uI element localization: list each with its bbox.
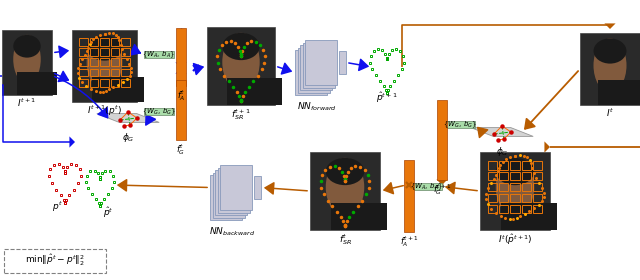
Text: $I^{t+1}$: $I^{t+1}$	[17, 97, 36, 109]
FancyBboxPatch shape	[580, 33, 640, 105]
FancyBboxPatch shape	[210, 175, 242, 220]
Text: $\min\|\hat{p}^t-p^t\|_2^2$: $\min\|\hat{p}^t-p^t\|_2^2$	[25, 253, 85, 268]
FancyBboxPatch shape	[17, 72, 57, 95]
FancyBboxPatch shape	[2, 30, 52, 95]
Ellipse shape	[222, 33, 260, 91]
FancyBboxPatch shape	[501, 203, 557, 230]
Ellipse shape	[496, 158, 534, 216]
Ellipse shape	[13, 35, 41, 58]
Ellipse shape	[222, 33, 260, 60]
Text: $\{W_A,\,b_A\}$: $\{W_A,\,b_A\}$	[410, 181, 444, 192]
FancyBboxPatch shape	[303, 43, 335, 88]
Polygon shape	[97, 114, 159, 122]
Ellipse shape	[593, 38, 627, 92]
FancyBboxPatch shape	[92, 77, 143, 102]
Ellipse shape	[326, 158, 364, 216]
FancyBboxPatch shape	[4, 249, 106, 273]
FancyBboxPatch shape	[212, 172, 244, 218]
FancyBboxPatch shape	[176, 80, 186, 140]
FancyBboxPatch shape	[220, 165, 252, 210]
Polygon shape	[471, 128, 533, 136]
FancyBboxPatch shape	[227, 78, 282, 105]
Text: $f_G^t$: $f_G^t$	[177, 142, 186, 157]
Ellipse shape	[496, 158, 534, 185]
Text: $\phi_G$: $\phi_G$	[496, 145, 508, 158]
FancyBboxPatch shape	[215, 170, 247, 215]
FancyBboxPatch shape	[300, 45, 332, 90]
Ellipse shape	[86, 35, 122, 60]
FancyBboxPatch shape	[404, 160, 414, 232]
Text: $f_{SR}^t$: $f_{SR}^t$	[339, 232, 351, 247]
Text: $NN_{forward}$: $NN_{forward}$	[297, 100, 337, 113]
FancyBboxPatch shape	[305, 40, 337, 85]
Text: $f_{SR}^{t+1}$: $f_{SR}^{t+1}$	[231, 107, 251, 122]
FancyBboxPatch shape	[339, 51, 346, 74]
FancyBboxPatch shape	[310, 152, 380, 230]
Text: $\{W_A,\,b_A\}$: $\{W_A,\,b_A\}$	[142, 49, 175, 60]
Text: $\{W_G,\,b_G\}$: $\{W_G,\,b_G\}$	[443, 119, 477, 130]
Text: $I^t(\hat{p}^{t+1})$: $I^t(\hat{p}^{t+1})$	[498, 232, 532, 247]
Text: $\hat{p}^t$: $\hat{p}^t$	[103, 205, 113, 220]
Text: $\phi_G$: $\phi_G$	[122, 131, 134, 144]
FancyBboxPatch shape	[437, 100, 447, 180]
Text: $p^t$: $p^t$	[52, 200, 63, 214]
FancyBboxPatch shape	[144, 51, 174, 58]
FancyBboxPatch shape	[331, 203, 387, 230]
Ellipse shape	[326, 158, 364, 185]
Text: $f_G^{t+1}$: $f_G^{t+1}$	[433, 182, 451, 197]
FancyBboxPatch shape	[144, 108, 174, 115]
Ellipse shape	[86, 35, 122, 89]
FancyBboxPatch shape	[412, 183, 442, 190]
Text: $f_A^{t+1}$: $f_A^{t+1}$	[400, 234, 418, 249]
Text: $I^t$: $I^t$	[606, 107, 614, 119]
FancyBboxPatch shape	[298, 48, 330, 92]
Ellipse shape	[13, 35, 41, 84]
FancyBboxPatch shape	[445, 121, 475, 128]
Text: $\hat{p}^{t+1}$: $\hat{p}^{t+1}$	[376, 90, 398, 105]
FancyBboxPatch shape	[218, 167, 250, 213]
FancyBboxPatch shape	[72, 30, 137, 102]
Text: $NN_{backward}$: $NN_{backward}$	[209, 225, 255, 237]
Text: $I^{t+1}(p^t)$: $I^{t+1}(p^t)$	[87, 104, 122, 118]
FancyBboxPatch shape	[295, 50, 327, 95]
Text: $f_A^t$: $f_A^t$	[177, 88, 185, 103]
FancyBboxPatch shape	[176, 28, 186, 86]
Ellipse shape	[593, 38, 627, 64]
FancyBboxPatch shape	[480, 152, 550, 230]
FancyBboxPatch shape	[207, 27, 275, 105]
FancyBboxPatch shape	[598, 80, 640, 105]
FancyBboxPatch shape	[254, 176, 261, 199]
Text: $\{W_G,\,b_G\}$: $\{W_G,\,b_G\}$	[142, 106, 176, 116]
